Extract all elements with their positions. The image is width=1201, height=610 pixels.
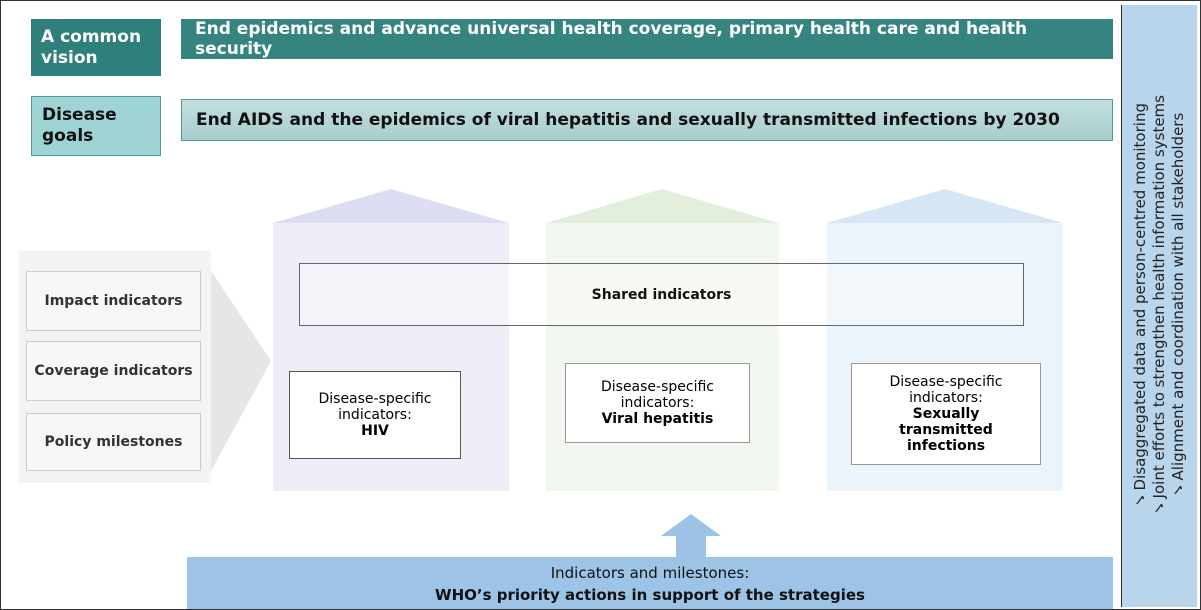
disease-name: Viral hepatitis [601, 411, 714, 427]
bottom-banner: Indicators and milestones: WHO’s priorit… [187, 557, 1113, 609]
shared-indicators: Shared indicators [299, 263, 1024, 326]
indicator-type: Impact indicators [26, 271, 201, 331]
bottom-line: Indicators and milestones: [550, 564, 750, 582]
disease-prefix: Disease-specific indicators: [318, 391, 432, 423]
column-cap [827, 189, 1063, 223]
disease-name: HIV [361, 423, 389, 439]
chevron [211, 271, 271, 471]
side-item: ✓Disaggregated data and person-centred m… [1131, 103, 1149, 509]
disease-prefix: Disease-specific indicators: [600, 379, 714, 411]
vision-label: A common vision [31, 19, 161, 76]
column-cap [546, 189, 779, 223]
disease-name: Sexually transmitted infections [899, 406, 993, 454]
up-arrow [661, 514, 721, 557]
side-panel: ✓Disaggregated data and person-centred m… [1121, 5, 1197, 607]
column [546, 223, 779, 491]
vision-banner: End epidemics and advance universal heal… [181, 19, 1113, 59]
disease-box: Disease-specific indicators: HIV [289, 371, 461, 459]
side-item: ✓Joint efforts to strengthen health info… [1150, 95, 1168, 517]
side-item: ✓Alignment and coordination with all sta… [1169, 113, 1187, 499]
indicator-type: Policy milestones [26, 413, 201, 471]
goals-label: Disease goals [31, 96, 161, 156]
side-text: ✓Disaggregated data and person-centred m… [1131, 95, 1188, 516]
goals-banner: End AIDS and the epidemics of viral hepa… [181, 99, 1113, 141]
disease-prefix: Disease-specific indicators: [889, 374, 1003, 406]
indicator-type: Coverage indicators [26, 341, 201, 401]
disease-box: Disease-specific indicators: Sexually tr… [851, 363, 1041, 465]
bottom-line: WHO’s priority actions in support of the… [435, 586, 865, 604]
column-cap [273, 189, 509, 223]
disease-box: Disease-specific indicators: Viral hepat… [565, 363, 750, 443]
